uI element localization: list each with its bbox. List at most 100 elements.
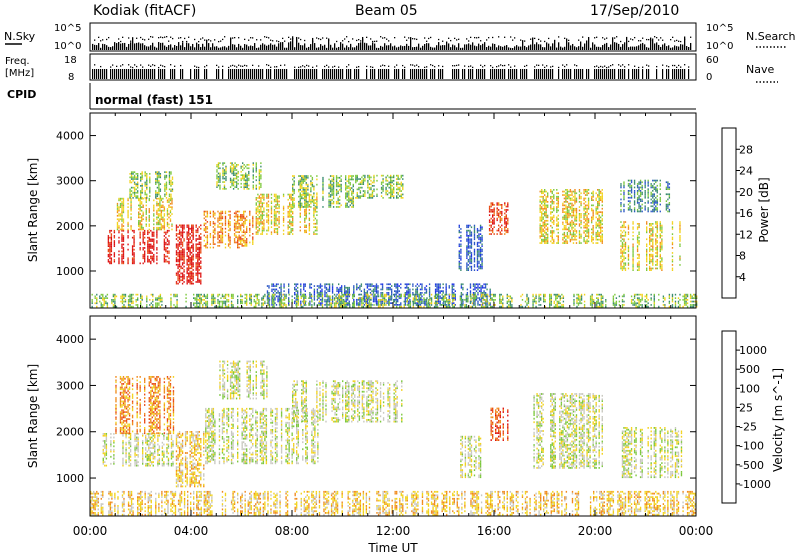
power-cell xyxy=(592,242,594,244)
nsky-bar xyxy=(296,36,298,50)
power-cell xyxy=(209,212,212,215)
power-cell xyxy=(460,231,462,234)
nave-dot xyxy=(442,65,444,68)
power-cell xyxy=(275,200,277,203)
power-cell xyxy=(638,264,640,266)
nsky-bar xyxy=(534,44,536,50)
power-cell xyxy=(142,214,144,217)
nsearch-dot xyxy=(326,37,328,39)
power-cell xyxy=(206,243,209,245)
power-cell xyxy=(177,276,179,278)
power-cell xyxy=(237,172,239,175)
power-cell xyxy=(276,229,279,232)
nsky-bar xyxy=(110,47,112,50)
power-cell xyxy=(181,263,184,266)
power-cell xyxy=(170,183,172,185)
power-cell xyxy=(583,206,585,208)
nsky-bar xyxy=(484,42,486,50)
power-cell xyxy=(235,186,238,188)
power-cell xyxy=(258,174,261,176)
power-cell xyxy=(623,196,625,199)
power-cell xyxy=(352,190,354,193)
nave-dot xyxy=(618,64,620,66)
power-cell xyxy=(273,228,276,230)
power-cell xyxy=(192,274,194,276)
power-cell xyxy=(118,208,120,210)
power-cell xyxy=(141,209,143,212)
power-cell xyxy=(148,214,150,217)
power-cell xyxy=(478,238,480,241)
power-cell xyxy=(547,233,549,236)
power-cell xyxy=(133,231,135,234)
power-cell xyxy=(358,183,360,185)
power-cell xyxy=(346,187,348,189)
power-cell xyxy=(575,242,578,244)
power-cell xyxy=(181,224,184,227)
power-cell xyxy=(217,165,220,168)
power-cell xyxy=(396,178,398,180)
power-cell xyxy=(566,218,569,220)
power-cell xyxy=(542,233,544,236)
power-cell xyxy=(144,243,146,246)
power-cell xyxy=(305,192,307,195)
power-cell xyxy=(189,276,191,278)
nsearch-dot xyxy=(182,40,184,43)
freq-bar xyxy=(396,69,398,79)
power-cell xyxy=(556,211,558,213)
power-cell xyxy=(188,269,190,271)
power-cell xyxy=(584,219,587,222)
power-cell xyxy=(545,225,547,227)
power-cell xyxy=(539,211,541,213)
power-cell xyxy=(671,252,674,254)
freq-bar xyxy=(458,69,460,79)
power-cell xyxy=(388,197,390,199)
power-cell xyxy=(252,221,254,223)
freq-bar xyxy=(116,69,118,79)
power-cell xyxy=(545,213,547,215)
power-cell xyxy=(302,180,304,182)
power-cell xyxy=(166,223,169,226)
nsearch-dot xyxy=(136,37,138,39)
power-cell xyxy=(263,195,265,198)
power-cell xyxy=(149,188,151,191)
power-cell xyxy=(583,216,585,219)
power-cell xyxy=(127,225,129,227)
power-cell xyxy=(121,233,123,235)
power-cell xyxy=(165,260,167,263)
power-cell xyxy=(191,274,193,276)
power-cell xyxy=(304,190,306,193)
power-cell xyxy=(388,181,390,184)
power-cell xyxy=(492,221,494,223)
power-cell xyxy=(382,186,384,189)
power-cell xyxy=(188,229,190,232)
power-cell xyxy=(144,190,146,192)
power-cell xyxy=(542,192,544,195)
nave-dot xyxy=(302,65,304,67)
nave-dot xyxy=(468,65,470,68)
power-cell xyxy=(600,211,602,213)
power-cell xyxy=(364,178,366,180)
power-cell xyxy=(481,248,483,251)
freq-bar xyxy=(536,69,538,79)
power-cell xyxy=(166,199,169,202)
power-cell xyxy=(278,222,280,225)
power-cell xyxy=(574,190,576,193)
power-cell xyxy=(150,260,152,263)
power-cell xyxy=(177,251,179,254)
power-cell xyxy=(476,253,479,256)
power-cell xyxy=(586,216,588,219)
power-cell xyxy=(583,213,585,215)
power-cell xyxy=(572,214,575,217)
power-cell xyxy=(351,176,353,179)
power-cell xyxy=(623,198,625,201)
power-cell xyxy=(545,223,547,225)
power-cell xyxy=(156,193,159,196)
power-cell xyxy=(591,218,593,220)
power-cell xyxy=(633,210,636,213)
power-cell xyxy=(545,199,547,201)
power-cell xyxy=(290,229,292,232)
power-cell xyxy=(165,188,168,191)
freq-bar xyxy=(148,69,150,79)
power-cell xyxy=(229,224,231,227)
power-cell xyxy=(260,214,262,216)
